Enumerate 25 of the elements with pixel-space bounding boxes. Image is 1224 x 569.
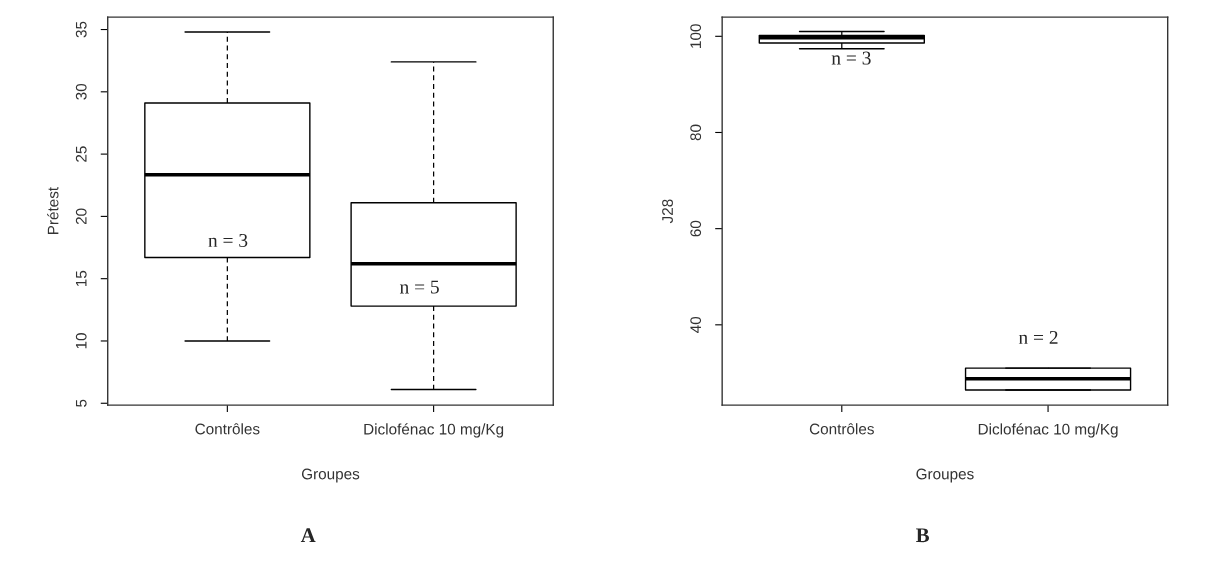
annotation: n = 3 xyxy=(831,51,871,65)
y-tick-label: 25 xyxy=(75,146,87,162)
y-axis-title: Prétest xyxy=(47,187,59,235)
y-tick-label: 100 xyxy=(690,24,702,48)
y-tick-label: 30 xyxy=(75,83,87,100)
y-tick-label: 40 xyxy=(690,316,702,333)
annotation: n = 3 xyxy=(208,233,248,248)
y-tick-label: 35 xyxy=(75,21,87,38)
y-tick-label: 5 xyxy=(75,399,87,407)
text: B xyxy=(916,528,930,543)
text: A xyxy=(300,528,316,543)
annotation: n = 5 xyxy=(399,280,439,294)
y-axis-title: J28 xyxy=(662,199,673,224)
x-axis-title: Groupes xyxy=(916,468,974,483)
y-tick-label: 15 xyxy=(75,270,87,287)
y-tick-label: 20 xyxy=(75,208,87,225)
x-tick-label: Diclofénac 10 mg/Kg xyxy=(364,423,504,438)
x-axis-title: Groupes xyxy=(301,468,360,483)
y-tick-label: 80 xyxy=(690,124,702,141)
x-tick-label: Contrôles xyxy=(809,423,874,435)
y-tick-label: 60 xyxy=(690,220,702,237)
x-tick-label: Contrôles xyxy=(195,423,260,435)
x-tick-label: Diclofénac 10 mg/Kg xyxy=(978,423,1118,438)
y-tick-label: 10 xyxy=(75,333,87,349)
annotation: n = 2 xyxy=(1018,330,1058,344)
